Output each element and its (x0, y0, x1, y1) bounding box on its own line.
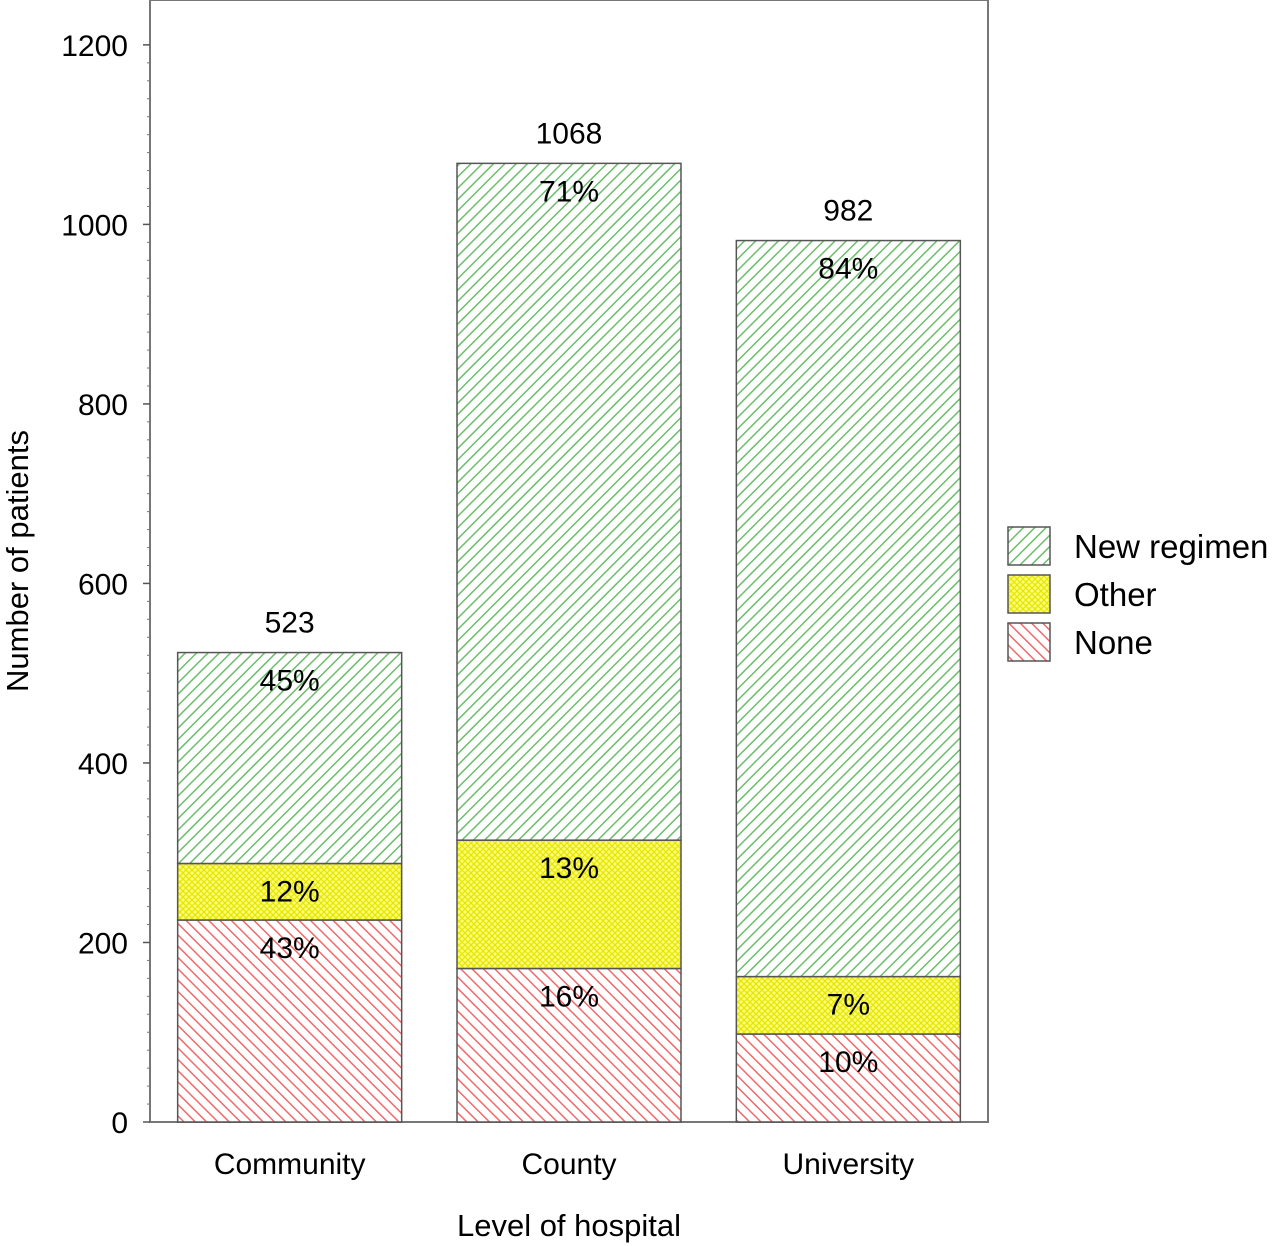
bar-segment-none (456, 967, 682, 1123)
y-tick-label: 1000 (61, 209, 128, 242)
segment-percent-label: 13% (539, 852, 599, 885)
y-tick-label: 800 (78, 389, 128, 422)
x-axis-title: Level of hospital (457, 1208, 681, 1243)
segment-percent-label: 7% (827, 989, 870, 1022)
bar-segment-new-regimen (456, 162, 682, 841)
segment-percent-label: 71% (539, 175, 599, 208)
bars: 43% 12% 45% 523 16% 13% 71% 1068 10% 7% 84% 982 (176, 117, 962, 1123)
y-axis-title: Number of patients (0, 430, 35, 692)
bar-segment-other (456, 839, 682, 970)
bar-total-label: 523 (265, 607, 315, 640)
legend-swatch-none (1007, 622, 1051, 662)
x-axis: Community County University (214, 1148, 914, 1181)
y-tick-label: 200 (78, 927, 128, 960)
bar-total-label: 1068 (536, 117, 603, 150)
y-tick-label: 600 (78, 568, 128, 601)
y-tick-label: 0 (111, 1107, 128, 1140)
x-tick-label: County (521, 1148, 616, 1181)
bar-total-label: 982 (823, 195, 873, 228)
y-tick-label: 1200 (61, 30, 128, 63)
bar-segment-none (176, 919, 403, 1123)
legend-swatch-other (1007, 574, 1051, 614)
segment-percent-label: 45% (260, 665, 320, 698)
segment-percent-label: 43% (260, 932, 320, 965)
legend-swatch-new-regimen (1007, 526, 1051, 566)
segment-percent-label: 16% (539, 981, 599, 1014)
segment-percent-label: 10% (818, 1046, 878, 1079)
segment-percent-label: 84% (818, 253, 878, 286)
segment-percent-label: 12% (260, 875, 320, 908)
bar-segment-none (735, 1033, 962, 1123)
bar-segment-new-regimen (735, 239, 962, 978)
legend: New regimen Other None (1007, 526, 1268, 662)
legend-label: New regimen (1074, 528, 1268, 565)
x-tick-label: University (782, 1148, 914, 1181)
bar-segment-new-regimen (176, 651, 403, 865)
legend-label: None (1074, 624, 1153, 661)
bar-segment-other (176, 862, 403, 921)
y-axis: 0 200 400 600 800 1000 1200 (61, 30, 150, 1140)
y-tick-label: 400 (78, 748, 128, 781)
x-tick-label: Community (214, 1148, 366, 1181)
legend-label: Other (1074, 576, 1157, 613)
bar-segment-other (735, 975, 962, 1035)
